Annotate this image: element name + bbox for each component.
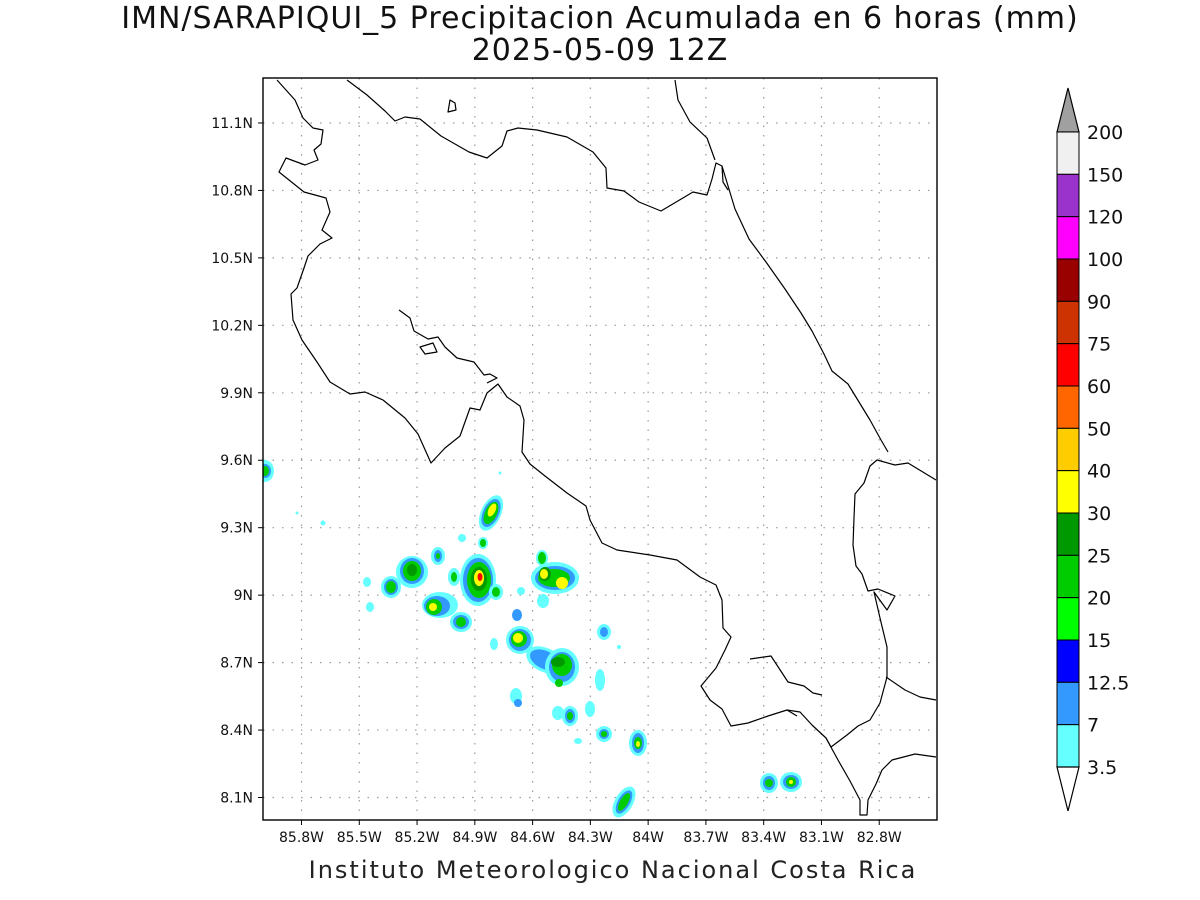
longitude-axis: 85.8W 85.5W 85.2W 84.9W 84.6W 84.3W 84W 83.7W 83… <box>279 820 902 846</box>
lat-tick-label: 10.5N <box>211 251 253 267</box>
coastline-borders <box>276 79 937 816</box>
lat-tick-label: 9.3N <box>220 521 253 537</box>
map-datetime: 2025-05-09 12Z <box>471 33 729 68</box>
lon-tick-label: 84W <box>632 830 664 846</box>
colorbar-swatch <box>1056 554 1080 599</box>
colorbar-swatch <box>1056 427 1080 472</box>
colorbar-level-label: 60 <box>1087 376 1111 398</box>
colorbar-swatch <box>1056 300 1080 345</box>
colorbar-top-arrow <box>1056 87 1080 133</box>
lon-tick-label: 85.8W <box>279 830 324 846</box>
lon-tick-label: 84.9W <box>452 830 497 846</box>
lat-tick-label: 9.9N <box>220 386 253 402</box>
footer-credit: Instituto Meteorologico Nacional Costa R… <box>308 856 918 884</box>
colorbar-level-label: 30 <box>1087 503 1111 525</box>
colorbar-swatch <box>1056 724 1080 768</box>
latitude-axis: 11.1N 10.8N 10.5N 10.2N 9.9N 9.6N 9.3N 9N 8.7N 8.… <box>211 116 263 807</box>
lon-tick-label: 85.2W <box>395 830 440 846</box>
lat-tick-label: 10.2N <box>211 318 253 334</box>
lat-tick-label: 8.4N <box>220 723 253 739</box>
colorbar-swatch <box>1056 343 1080 387</box>
colorbar-swatch <box>1056 216 1080 260</box>
colorbar-level-label: 25 <box>1087 545 1111 567</box>
map-gridlines <box>263 78 937 820</box>
lon-tick-label: 84.3W <box>568 830 613 846</box>
colorbar-swatch <box>1056 681 1080 726</box>
lon-tick-label: 84.6W <box>510 830 555 846</box>
lat-tick-label: 8.1N <box>220 791 253 807</box>
lat-tick-label: 11.1N <box>211 116 253 132</box>
lon-tick-label: 83.4W <box>741 830 786 846</box>
colorbar-level-label: 200 <box>1087 122 1123 144</box>
colorbar-swatch <box>1056 385 1080 429</box>
colorbar-level-label: 12.5 <box>1087 672 1129 694</box>
lon-tick-label: 83.7W <box>683 830 728 846</box>
colorbar-swatch <box>1056 173 1080 218</box>
colorbar-level-label: 50 <box>1087 418 1111 440</box>
colorbar-level-label: 90 <box>1087 291 1111 313</box>
lat-tick-label: 9N <box>234 588 253 604</box>
colorbar-level-label: 100 <box>1087 249 1123 271</box>
colorbar-level-label: 15 <box>1087 630 1111 652</box>
precipitation-field <box>263 460 802 818</box>
lon-tick-label: 82.8W <box>857 830 902 846</box>
lat-tick-label: 8.7N <box>220 656 253 672</box>
colorbar-level-label: 150 <box>1087 164 1123 186</box>
colorbar-level-label: 20 <box>1087 588 1111 610</box>
colorbar-bottom-arrow <box>1056 766 1080 812</box>
colorbar-level-label: 75 <box>1087 334 1111 356</box>
colorbar-swatch <box>1056 258 1080 302</box>
colorbar-swatch <box>1056 131 1080 175</box>
colorbar-level-label: 7 <box>1087 715 1099 737</box>
lat-tick-label: 9.6N <box>220 453 253 469</box>
map-title: IMN/SARAPIQUI_5 Precipitacion Acumulada … <box>121 1 1079 36</box>
colorbar-level-label: 120 <box>1087 207 1123 229</box>
lon-tick-label: 83.1W <box>799 830 844 846</box>
colorbar-legend: 200 150 120 100 90 75 60 50 40 30 25 20 15 12.5 7 3.5 <box>1056 87 1129 812</box>
colorbar-swatch <box>1056 597 1080 641</box>
colorbar-swatch <box>1056 639 1080 683</box>
map-frame <box>262 77 938 821</box>
colorbar-swatch <box>1056 470 1080 514</box>
lat-tick-label: 10.8N <box>211 183 253 199</box>
lon-tick-label: 85.5W <box>337 830 382 846</box>
colorbar-level-label: 3.5 <box>1087 757 1117 779</box>
colorbar-level-label: 40 <box>1087 461 1111 483</box>
colorbar-swatch <box>1056 512 1080 556</box>
